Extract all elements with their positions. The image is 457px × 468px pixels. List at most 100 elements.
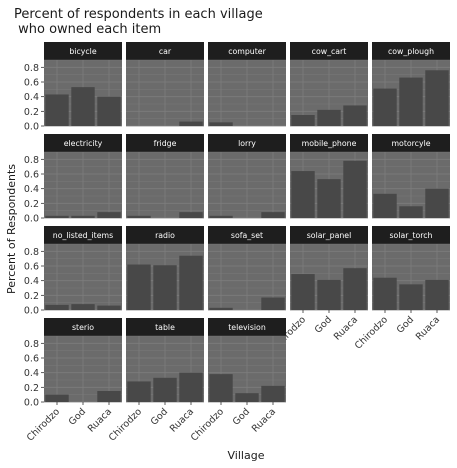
facet-strip [372,42,450,60]
y-tick-label: 0.4 [24,92,39,103]
bar-chirodzo [45,304,69,310]
bar-chirodzo [127,264,151,310]
bar-god [399,77,423,126]
y-axis-title: Percent of Respondents [5,164,18,294]
facet-strip [44,226,122,244]
y-tick-label: 0.0 [24,122,39,133]
y-tick-label: 0.8 [24,339,39,350]
y-tick-label: 0.2 [24,107,39,118]
facet-panel-sofa-set: sofa_set [208,226,286,311]
facet-strip [372,226,450,244]
x-tick-label: Ruaca [86,406,114,434]
bar-ruaca [343,160,367,218]
bar-ruaca [179,121,203,126]
facet-strip-label: fridge [154,139,177,148]
x-axis-title: Village [228,449,265,462]
bar-chirodzo [373,193,397,218]
bar-chirodzo [373,88,397,126]
facet-strip-label: motorcyle [391,139,430,148]
x-tick-label: God [231,406,252,427]
bar-god [317,279,341,310]
facet-strip [290,226,368,244]
bar-ruaca [97,96,121,126]
y-tick-label: 0.0 [24,214,39,225]
facet-strip-label: cow_cart [312,47,347,56]
facet-strip-label: computer [228,47,266,56]
facet-strip-label: sofa_set [231,231,263,240]
facet-strip-label: no_listed_items [53,231,113,240]
facet-strip [372,134,450,152]
y-tick-label: 0.6 [24,262,39,273]
facet-panels: bicycle 0.0 0.2 0.4 0.6 0.8 car computer cow_car… [24,42,450,444]
x-tick-label: Chirodzo [189,406,226,443]
y-tick-label: 0.4 [24,276,39,287]
bar-chirodzo [291,115,315,126]
facet-strip [44,134,122,152]
facet-strip-label: electricity [64,139,103,148]
y-tick-label: 0.0 [24,306,39,317]
facet-panel-radio: radio [126,226,204,311]
x-tick-label: God [395,314,416,335]
bar-chirodzo [291,274,315,310]
facet-strip-label: cow_plough [388,47,434,56]
facet-strip [44,318,122,336]
bar-chirodzo [127,381,151,402]
facet-strip-label: table [155,323,175,332]
facet-panel-no-listed-items: no_listed_items 0.0 0.2 0.4 0.6 0.8 [24,226,122,317]
bar-ruaca [97,212,121,218]
bar-chirodzo [209,307,233,310]
x-tick-label: Ruaca [332,314,360,342]
facet-panel-computer: computer [208,42,286,127]
facet-strip-label: car [159,47,172,56]
facet-strip-label: television [228,323,266,332]
bar-chirodzo [209,122,233,126]
bar-chirodzo [209,215,233,218]
facet-panel-lorry: lorry [208,134,286,219]
facet-panel-car: car [126,42,204,127]
facet-strip [44,42,122,60]
y-tick-label: 0.4 [24,368,39,379]
bar-ruaca [425,188,449,218]
facet-strip [208,134,286,152]
bar-god [317,179,341,218]
x-tick-label: Chirodzo [25,406,62,443]
bar-chirodzo [373,277,397,310]
bar-chirodzo [45,215,69,218]
facet-panel-fridge: fridge [126,134,204,219]
facet-panel-cow-cart: cow_cart [290,42,368,127]
y-tick-label: 0.8 [24,63,39,74]
bar-chirodzo [45,94,69,126]
chart-title-line-2: who owned each item [14,22,161,37]
bar-ruaca [425,70,449,126]
facet-panel-cow-plough: cow_plough [372,42,450,127]
y-tick-label: 0.8 [24,155,39,166]
facet-strip [208,42,286,60]
facet-strip-label: solar_torch [390,231,433,240]
chart-title-line-1: Percent of respondents in each village [14,7,263,22]
x-tick-label: Ruaca [414,314,442,342]
bar-god [153,265,177,310]
facet-strip [126,226,204,244]
facet-strip [126,42,204,60]
facet-panel-bicycle: bicycle 0.0 0.2 0.4 0.6 0.8 [24,42,122,133]
y-tick-label: 0.2 [24,199,39,210]
bar-ruaca [261,385,285,402]
facet-strip [290,42,368,60]
bar-ruaca [97,391,121,402]
x-tick-label: God [149,406,170,427]
facet-strip [208,318,286,336]
facet-strip [126,134,204,152]
y-tick-label: 0.8 [24,247,39,258]
facet-strip-label: mobile_phone [302,139,357,148]
y-tick-label: 0.6 [24,78,39,89]
bar-ruaca [179,372,203,402]
bar-god [399,284,423,310]
bar-god [71,215,95,218]
y-tick-label: 0.2 [24,291,39,302]
facet-strip-label: bicycle [69,47,96,56]
bar-god [317,109,341,126]
bar-god [71,304,95,310]
y-tick-label: 0.0 [24,398,39,409]
